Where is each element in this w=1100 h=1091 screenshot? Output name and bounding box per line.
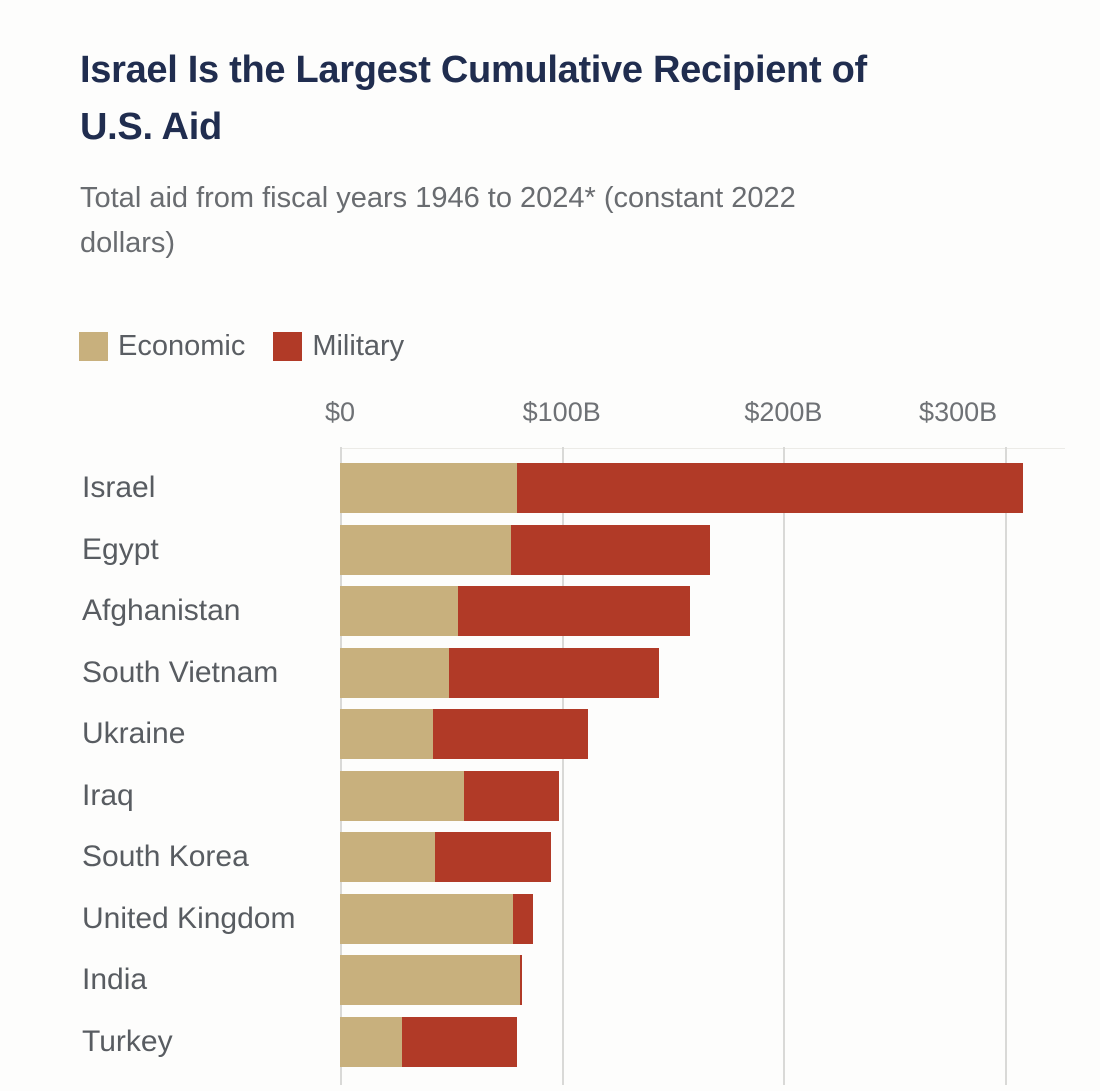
bar-row-south-korea	[340, 832, 551, 882]
x-tick-label--300b: $300B	[919, 397, 998, 427]
legend-item-economic: Economic	[79, 330, 245, 363]
category-label-egypt: Egypt	[82, 532, 159, 566]
legend-label-economic: Economic	[118, 330, 246, 362]
economic-segment-iraq	[340, 770, 465, 821]
legend: Economic Military	[79, 330, 432, 363]
x-tick-label--0: $0	[324, 397, 356, 427]
gridline--300b	[1005, 447, 1008, 1085]
bar-row-united-kingdom	[340, 893, 533, 944]
chart-title-line-1: Israel Is the Largest Cumulative Recipie…	[80, 49, 867, 91]
bar-row-south-vietnam	[340, 647, 660, 698]
bar-row-turkey	[340, 1016, 518, 1067]
military-segment-ukraine	[433, 709, 589, 759]
military-segment-iraq	[464, 770, 560, 821]
category-label-india: India	[82, 963, 148, 996]
plot-top-hairline	[340, 448, 1065, 449]
bar-row-egypt	[340, 524, 711, 575]
bar-row-afghanistan	[340, 586, 691, 636]
bar-row-israel	[340, 463, 1023, 513]
chart-subtitle-line-2: dollars)	[80, 227, 176, 259]
economic-segment-united-kingdom	[340, 893, 513, 944]
gridline--0	[340, 447, 342, 1085]
category-label-united-kingdom: United Kingdom	[82, 901, 296, 935]
military-segment-afghanistan	[457, 586, 691, 636]
chart-subtitle: Total aid from fiscal years 1946 to 2024…	[80, 176, 796, 266]
category-label-afghanistan: Afghanistan	[82, 594, 241, 627]
legend-label-military: Military	[312, 330, 405, 362]
economic-segment-south-korea	[340, 832, 436, 882]
plot-area	[340, 447, 1065, 1085]
gridline--200b	[783, 447, 786, 1085]
economic-segment-israel	[340, 463, 518, 513]
category-label-iraq: Iraq	[82, 778, 134, 812]
economic-segment-afghanistan	[340, 586, 458, 636]
military-swatch-icon	[273, 332, 303, 361]
military-segment-south-korea	[435, 832, 551, 882]
x-tick-label--100b: $100B	[522, 397, 601, 427]
legend-item-military: Military	[273, 330, 404, 363]
bar-row-ukraine	[340, 709, 589, 759]
economic-segment-south-vietnam	[340, 647, 449, 698]
gridline--100b	[561, 447, 564, 1085]
military-segment-south-vietnam	[448, 647, 660, 698]
economic-segment-ukraine	[340, 709, 434, 759]
military-segment-turkey	[402, 1016, 518, 1067]
economic-segment-india	[340, 955, 520, 1005]
category-label-israel: Israel	[82, 471, 156, 504]
economic-segment-turkey	[340, 1016, 403, 1067]
category-label-ukraine: Ukraine	[82, 717, 186, 750]
military-segment-egypt	[510, 524, 711, 575]
bar-row-india	[340, 955, 522, 1005]
chart-title-line-2: U.S. Aid	[80, 106, 222, 148]
economic-segment-egypt	[340, 524, 511, 575]
chart-title: Israel Is the Largest Cumulative Recipie…	[80, 42, 867, 156]
economic-swatch-icon	[79, 332, 108, 361]
military-segment-india	[519, 955, 522, 1005]
category-label-south-vietnam: South Vietnam	[82, 655, 279, 689]
chart-subtitle-line-1: Total aid from fiscal years 1946 to 2024…	[80, 182, 796, 214]
bar-row-iraq	[340, 770, 560, 821]
category-label-south-korea: South Korea	[82, 840, 249, 873]
military-segment-israel	[517, 463, 1023, 513]
category-label-turkey: Turkey	[82, 1024, 173, 1058]
x-tick-label--200b: $200B	[744, 397, 823, 427]
military-segment-united-kingdom	[512, 893, 533, 944]
